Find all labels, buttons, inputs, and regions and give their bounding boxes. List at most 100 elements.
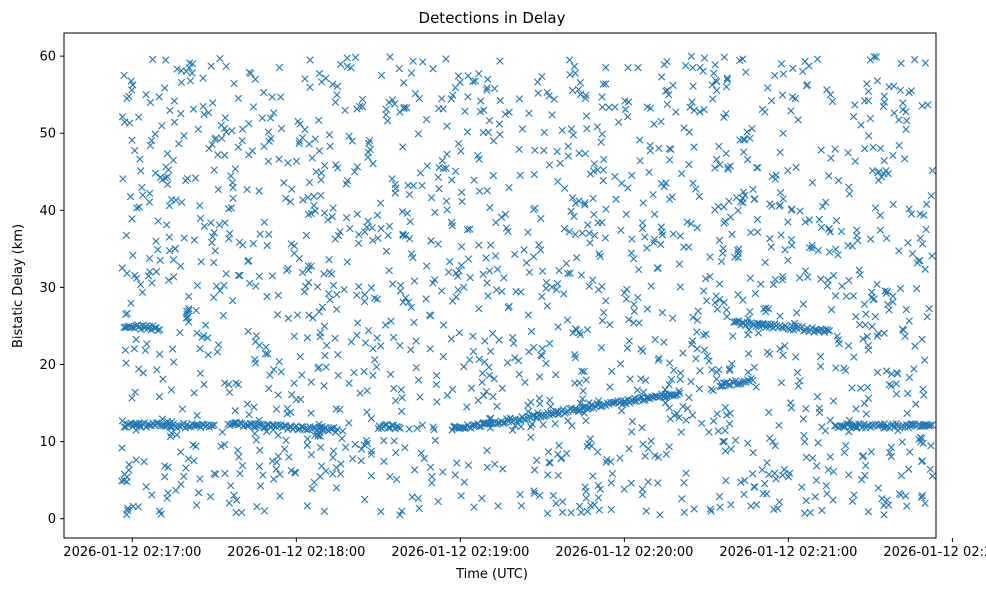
detection-point xyxy=(644,445,653,453)
x-tick-label: 2026-01-12 02:21:00 xyxy=(719,545,857,560)
detection-point xyxy=(554,450,562,458)
detection-point xyxy=(307,409,315,417)
detection-point xyxy=(218,428,227,436)
detection-point xyxy=(177,480,185,489)
detection-point xyxy=(535,394,544,403)
detection-point xyxy=(196,201,204,210)
detection-point xyxy=(184,455,193,463)
detection-point xyxy=(509,339,518,347)
detection-point xyxy=(235,453,243,461)
detection-point xyxy=(251,429,259,438)
detection-point xyxy=(792,163,800,172)
detection-point xyxy=(355,282,363,291)
detection-point xyxy=(346,224,354,233)
detection-point xyxy=(464,461,473,469)
detection-point xyxy=(193,411,201,420)
detection-point xyxy=(540,128,549,137)
detection-point xyxy=(703,352,711,360)
detection-point xyxy=(656,511,664,519)
detection-point xyxy=(127,299,135,307)
detection-point xyxy=(430,275,439,284)
detection-point xyxy=(694,307,702,315)
detection-point xyxy=(375,422,383,430)
detection-point xyxy=(895,490,904,498)
detection-point xyxy=(594,285,603,294)
detection-point xyxy=(249,103,258,111)
detection-point xyxy=(286,198,295,206)
detection-point xyxy=(869,143,877,151)
detection-point xyxy=(788,93,797,101)
detection-point xyxy=(332,484,341,492)
detection-point xyxy=(554,471,563,480)
detection-point xyxy=(451,167,460,175)
detection-point xyxy=(238,136,246,145)
detection-point xyxy=(186,59,194,67)
detection-point xyxy=(428,479,436,487)
detection-point xyxy=(227,204,236,212)
detection-point xyxy=(798,483,806,491)
detection-point xyxy=(307,209,315,218)
detection-point xyxy=(419,58,427,66)
detection-point xyxy=(824,225,833,233)
detection-point xyxy=(711,61,719,69)
detection-point xyxy=(899,99,907,107)
detection-point xyxy=(428,472,436,481)
detection-point xyxy=(316,472,324,481)
detection-point xyxy=(503,358,512,367)
y-tick-label: 40 xyxy=(39,204,56,219)
detection-point xyxy=(305,178,314,187)
detection-point xyxy=(457,242,466,251)
detection-point xyxy=(132,426,140,434)
detection-point xyxy=(763,84,772,92)
detection-point xyxy=(823,86,831,94)
detection-point xyxy=(136,155,144,163)
detection-point xyxy=(682,416,690,424)
detection-point xyxy=(364,326,373,335)
detection-point xyxy=(311,135,320,143)
detection-point xyxy=(805,62,813,70)
detection-point xyxy=(251,337,260,346)
detection-point xyxy=(479,270,487,279)
detection-point xyxy=(502,224,511,232)
detection-point xyxy=(639,199,647,207)
detection-point xyxy=(767,96,776,105)
detection-point xyxy=(418,421,427,429)
detection-point xyxy=(887,452,895,461)
detection-point xyxy=(176,328,184,337)
detection-point xyxy=(711,299,719,307)
detection-point xyxy=(576,331,585,339)
detection-point xyxy=(825,248,834,256)
detection-point xyxy=(676,369,685,377)
detection-point xyxy=(362,436,371,445)
detection-point xyxy=(479,128,488,137)
detection-point xyxy=(568,86,577,95)
detection-point xyxy=(566,269,574,277)
detection-point xyxy=(252,282,260,290)
detection-point xyxy=(695,385,704,393)
detection-point xyxy=(634,64,642,72)
detection-point xyxy=(845,183,853,191)
detection-point xyxy=(426,463,435,471)
detection-point xyxy=(784,256,792,265)
detection-point xyxy=(546,459,554,467)
detection-point xyxy=(665,380,673,389)
detection-point xyxy=(727,501,735,509)
detection-point xyxy=(316,443,325,452)
detection-point xyxy=(577,271,586,279)
detection-point xyxy=(486,347,495,355)
detection-point xyxy=(904,465,913,473)
detection-point xyxy=(458,197,466,206)
detection-point xyxy=(789,64,797,72)
detection-point xyxy=(258,114,266,122)
detection-point xyxy=(316,333,324,341)
detection-point xyxy=(607,458,615,466)
detection-point xyxy=(575,379,584,387)
detection-point xyxy=(385,98,393,107)
detection-point xyxy=(787,235,796,244)
detection-point xyxy=(677,169,686,178)
detection-point xyxy=(163,173,172,181)
detection-point xyxy=(342,180,351,188)
detection-point xyxy=(478,494,486,503)
detection-point xyxy=(586,435,595,443)
detection-point xyxy=(130,146,139,155)
